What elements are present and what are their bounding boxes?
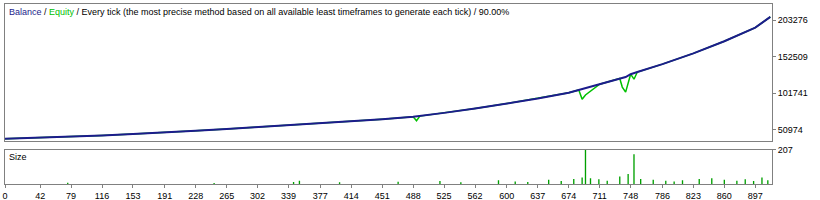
svg-text:Balance / Equity / Every tick: Balance / Equity / Every tick (the most … — [9, 7, 509, 17]
svg-text:339: 339 — [281, 191, 296, 200]
svg-text:101741: 101741 — [778, 88, 808, 98]
svg-text:152509: 152509 — [778, 52, 808, 62]
svg-text:116: 116 — [95, 191, 109, 200]
svg-text:600: 600 — [499, 191, 514, 200]
svg-text:203276: 203276 — [778, 15, 808, 25]
svg-text:377: 377 — [313, 191, 328, 200]
svg-text:228: 228 — [188, 191, 203, 200]
svg-text:525: 525 — [437, 191, 452, 200]
svg-text:191: 191 — [157, 191, 172, 200]
svg-text:0: 0 — [2, 191, 7, 200]
svg-text:414: 414 — [344, 191, 359, 200]
svg-text:823: 823 — [686, 191, 701, 200]
svg-text:488: 488 — [406, 191, 421, 200]
svg-text:42: 42 — [35, 191, 45, 200]
svg-text:562: 562 — [468, 191, 483, 200]
svg-text:302: 302 — [250, 191, 265, 200]
svg-text:207: 207 — [778, 145, 793, 155]
svg-text:79: 79 — [66, 191, 76, 200]
svg-text:637: 637 — [530, 191, 545, 200]
svg-text:153: 153 — [125, 191, 140, 200]
svg-text:786: 786 — [655, 191, 670, 200]
svg-text:265: 265 — [219, 191, 234, 200]
svg-text:451: 451 — [375, 191, 390, 200]
svg-text:50974: 50974 — [778, 125, 803, 135]
svg-text:711: 711 — [593, 191, 607, 200]
svg-text:897: 897 — [748, 191, 763, 200]
svg-text:674: 674 — [561, 191, 576, 200]
svg-text:Size: Size — [9, 152, 27, 162]
svg-text:748: 748 — [623, 191, 638, 200]
svg-text:860: 860 — [717, 191, 732, 200]
